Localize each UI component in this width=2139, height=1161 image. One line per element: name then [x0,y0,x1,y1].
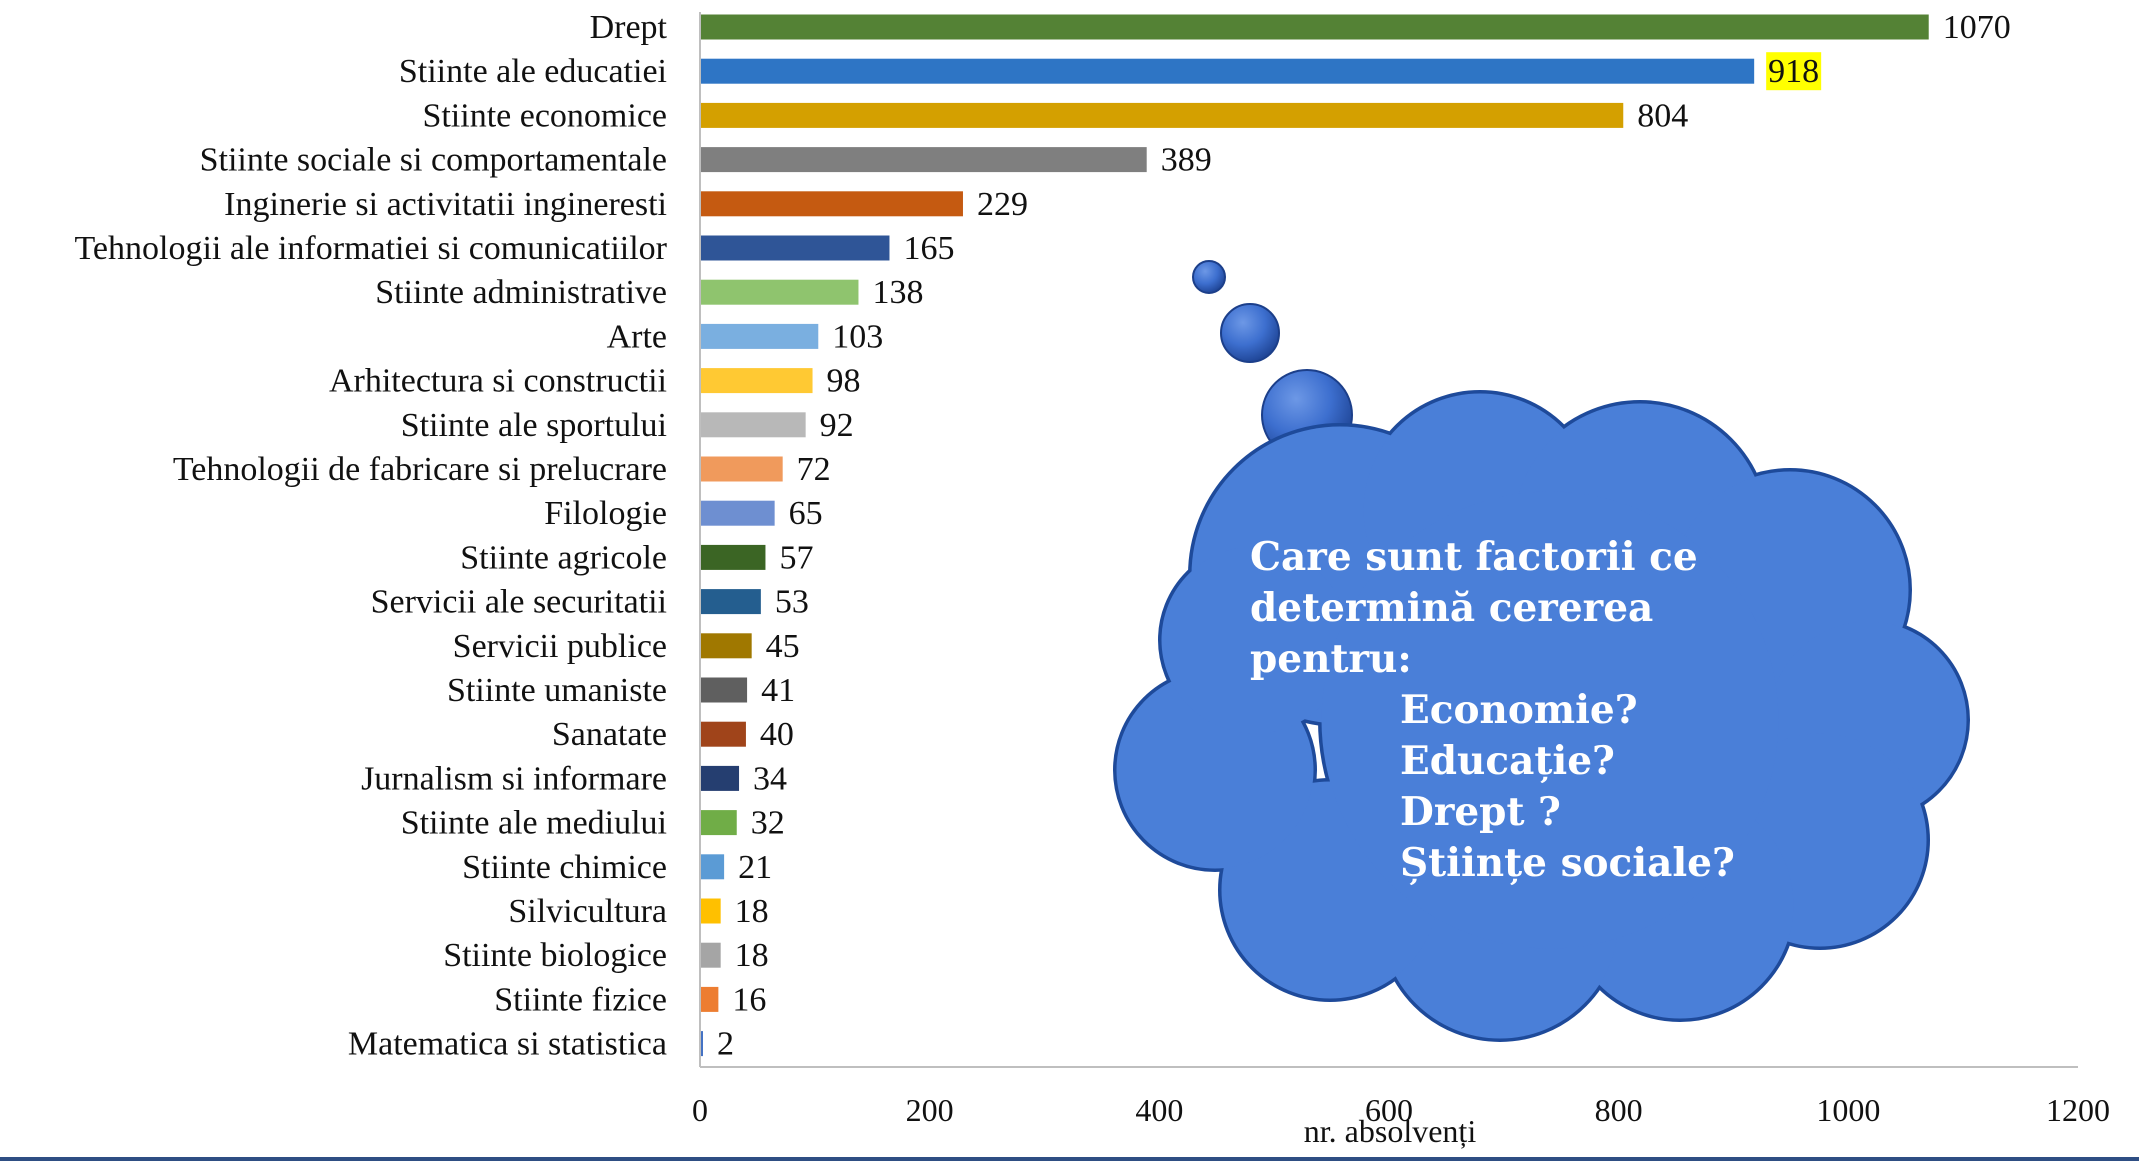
cloud-body [1113,390,1970,1042]
value-label: 1070 [1943,9,2011,46]
category-label: Stiinte ale sportului [401,407,667,444]
callout-item: Economie? [1400,687,1638,733]
bar [700,323,819,349]
bar [700,854,725,880]
category-label: Matematica si statistica [348,1026,667,1063]
bar [700,412,806,438]
bar [700,898,721,924]
category-label: Stiinte administrative [375,274,667,311]
x-tick-label: 600 [1365,1092,1413,1128]
bar [700,14,1929,40]
slide-bottom-border [0,1157,2139,1161]
category-label: Arte [607,318,667,355]
value-label: 41 [761,672,795,709]
category-label: Filologie [544,495,667,532]
bar [700,677,748,703]
value-label: 53 [775,584,809,621]
category-label: Jurnalism si informare [361,760,667,797]
bar [700,235,890,261]
value-label: 804 [1637,97,1688,134]
value-label: 165 [903,230,954,267]
category-label: Arhitectura si constructii [329,363,667,400]
thought-cloud [1113,260,1970,1042]
category-label: Stiinte sociale si comportamentale [200,142,667,179]
category-label: Stiinte umaniste [447,672,667,709]
bar [700,58,1755,84]
bar [700,633,752,659]
value-label: 72 [797,451,831,488]
bar [700,942,721,968]
bar [700,368,813,394]
value-label: 389 [1161,142,1212,179]
value-label: 34 [753,760,787,797]
bar [700,765,740,791]
x-tick-label: 1000 [1816,1092,1880,1128]
x-tick-label: 0 [692,1092,708,1128]
value-label: 57 [779,539,813,576]
value-label: 2 [717,1026,734,1063]
category-label: Tehnologii de fabricare si prelucrare [173,451,667,488]
value-label: 40 [760,716,794,753]
category-label: Stiinte biologice [443,937,667,974]
callout-item: Științe sociale? [1400,840,1735,886]
bar [700,147,1147,173]
x-tick-label: 200 [906,1092,954,1128]
callout-item: Drept ? [1400,789,1561,835]
value-label: 103 [832,318,883,355]
cloud-lobe [1161,546,1349,734]
bar [700,544,766,570]
cloud-lobe [1321,491,1779,949]
bar [700,102,1624,128]
value-label: 45 [766,628,800,665]
category-label: Inginerie si activitatii ingineresti [224,186,667,223]
value-label: 138 [872,274,923,311]
callout-line: Care sunt factorii ce [1250,534,1698,580]
value-label: 21 [738,849,772,886]
x-tick-label: 800 [1595,1092,1643,1128]
bar [700,1031,703,1057]
category-label: Servicii publice [453,628,667,665]
category-label: Servicii ale securitatii [371,584,667,621]
value-highlight [1766,52,1822,91]
bar [700,191,963,217]
category-label: Sanatate [552,716,667,753]
value-label: 18 [735,937,769,974]
thought-bubble [1220,303,1280,363]
category-label: Silvicultura [508,893,667,930]
callout-item: Educație? [1400,738,1615,784]
category-label: Stiinte ale educatiei [399,53,667,90]
value-label: 32 [751,805,785,842]
bar [700,986,719,1012]
category-label: Stiinte fizice [494,981,667,1018]
value-label: 18 [735,893,769,930]
x-tick-label: 1200 [2046,1092,2110,1128]
value-label: 918 [1768,53,1819,90]
x-tick-label: 400 [1135,1092,1183,1128]
bar [700,721,746,747]
bar [700,500,775,526]
category-label: Tehnologii ale informatiei si comunicati… [75,230,668,267]
value-label: 16 [732,981,766,1018]
bar [700,456,783,482]
callout-line: determină cererea [1250,585,1654,631]
category-label: Stiinte chimice [462,849,667,886]
value-label: 229 [977,186,1028,223]
bar [700,810,737,836]
category-label: Stiinte agricole [460,539,667,576]
thought-bubble [1192,260,1226,294]
callout-line: pentru: [1250,636,1412,682]
bar [700,279,859,305]
value-label: 92 [820,407,854,444]
category-label: Stiinte ale mediului [401,805,667,842]
value-label: 65 [789,495,823,532]
bar [700,589,761,615]
category-label: Drept [590,9,668,46]
value-label: 98 [827,363,861,400]
x-axis-title: nr. absolvenți [1304,1113,1477,1149]
category-label: Stiinte economice [422,97,667,134]
callout-text: Care sunt factorii ce determină cererea … [1250,532,1850,889]
